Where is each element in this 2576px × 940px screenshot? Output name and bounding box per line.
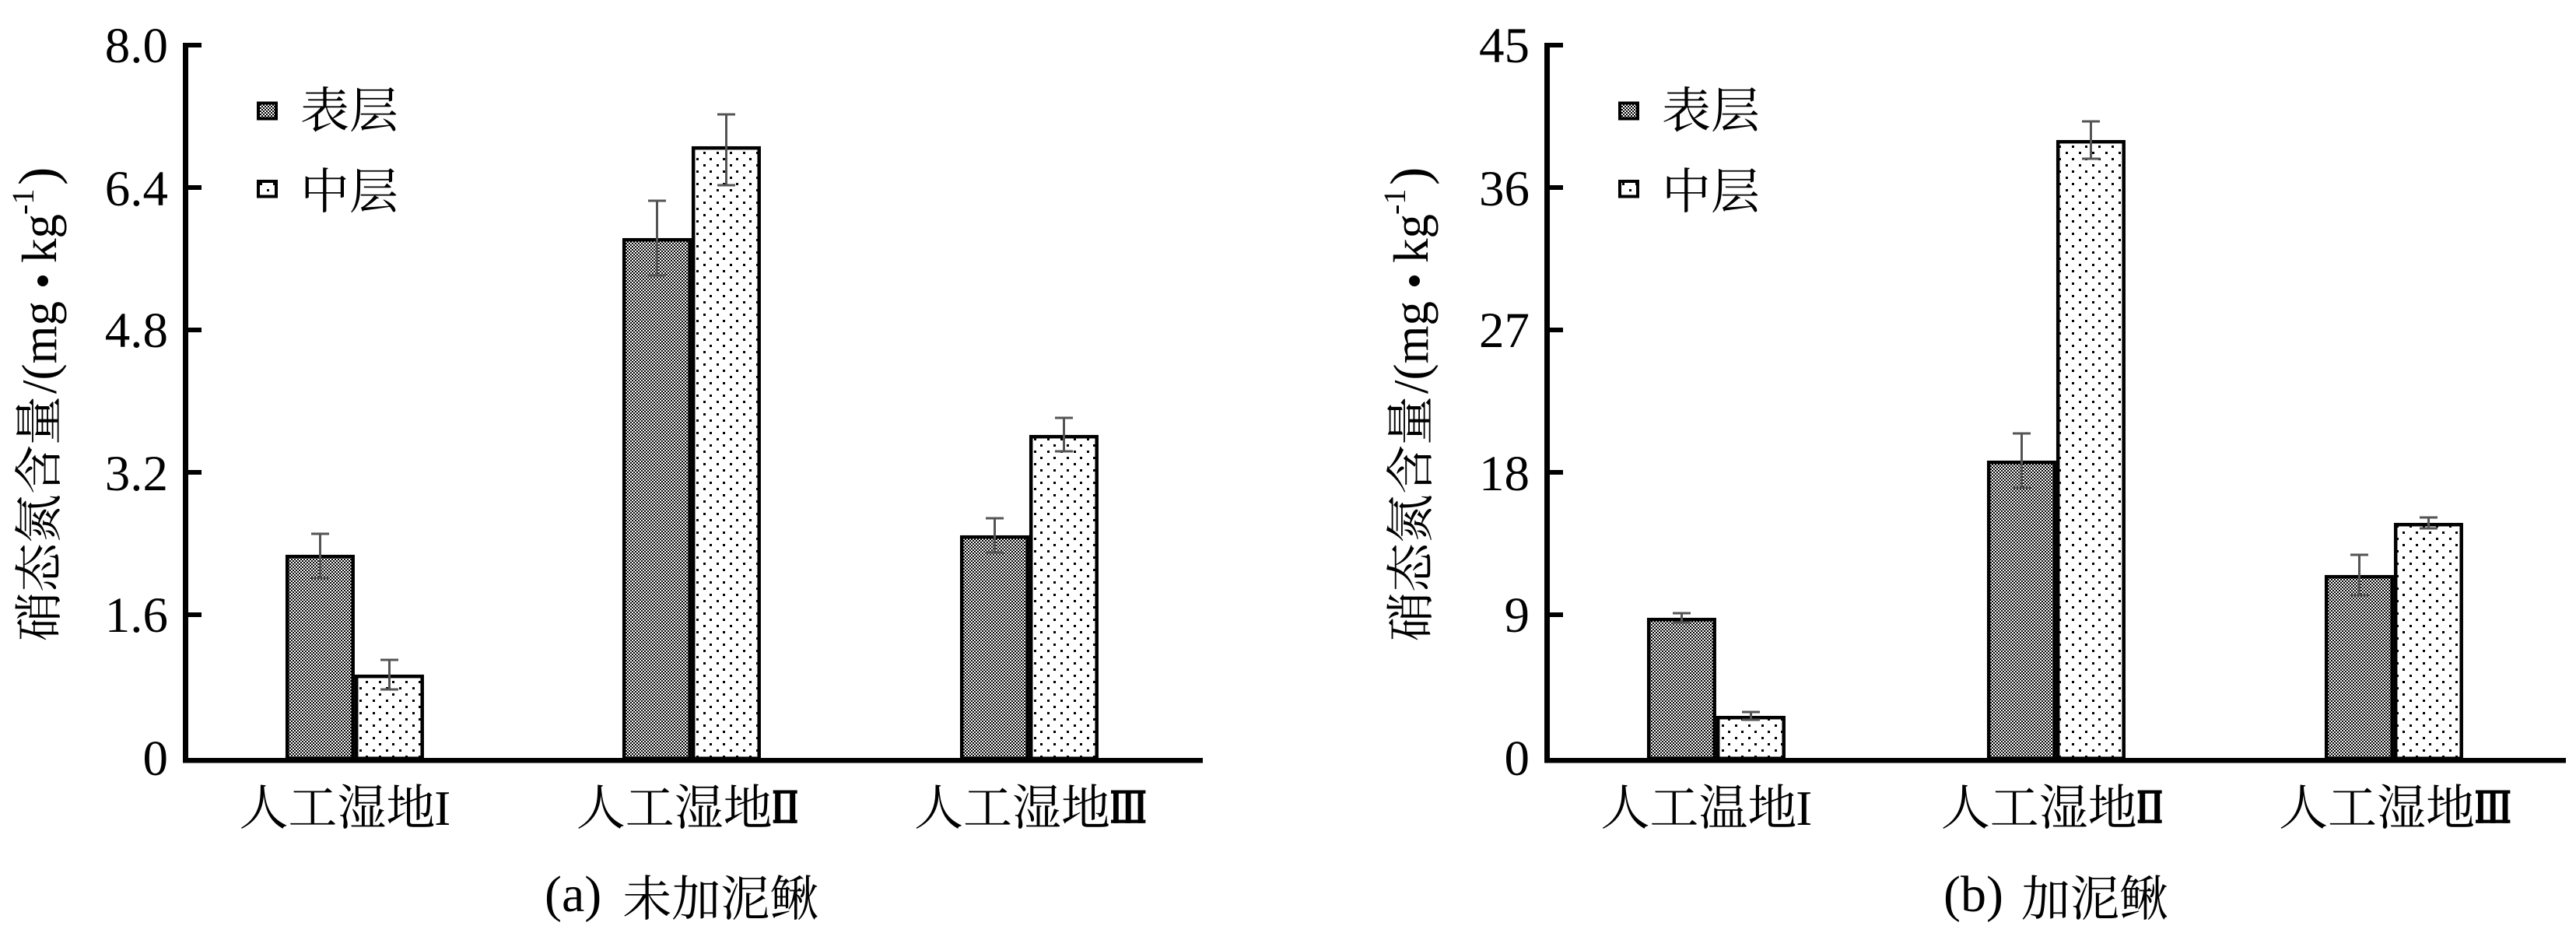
svg-text:I: I — [434, 781, 450, 836]
svg-text:9: 9 — [1505, 588, 1530, 644]
svg-text:/(mg: /(mg — [1384, 301, 1439, 394]
svg-text:0: 0 — [143, 731, 169, 787]
svg-text:3.2: 3.2 — [105, 446, 168, 502]
svg-text:8.0: 8.0 — [105, 18, 168, 74]
svg-text:1.6: 1.6 — [105, 588, 168, 644]
svg-text:27: 27 — [1479, 303, 1530, 359]
svg-text:0: 0 — [1505, 731, 1530, 787]
svg-text:I: I — [1796, 781, 1812, 836]
svg-text:/(mg: /(mg — [12, 301, 67, 394]
svg-text:4.8: 4.8 — [105, 303, 168, 359]
svg-text:): ) — [1380, 167, 1440, 185]
svg-text:(b): (b) — [1943, 866, 2003, 923]
svg-text:(a): (a) — [545, 866, 601, 923]
svg-text:18: 18 — [1479, 446, 1530, 502]
svg-text:36: 36 — [1479, 161, 1530, 217]
svg-text:-1: -1 — [1377, 189, 1412, 215]
svg-text:): ) — [9, 167, 68, 185]
svg-text:kg: kg — [12, 214, 67, 263]
svg-text:6.4: 6.4 — [105, 161, 168, 217]
svg-text:kg: kg — [1384, 214, 1439, 263]
svg-text:45: 45 — [1479, 18, 1530, 74]
svg-text:-1: -1 — [5, 189, 40, 215]
